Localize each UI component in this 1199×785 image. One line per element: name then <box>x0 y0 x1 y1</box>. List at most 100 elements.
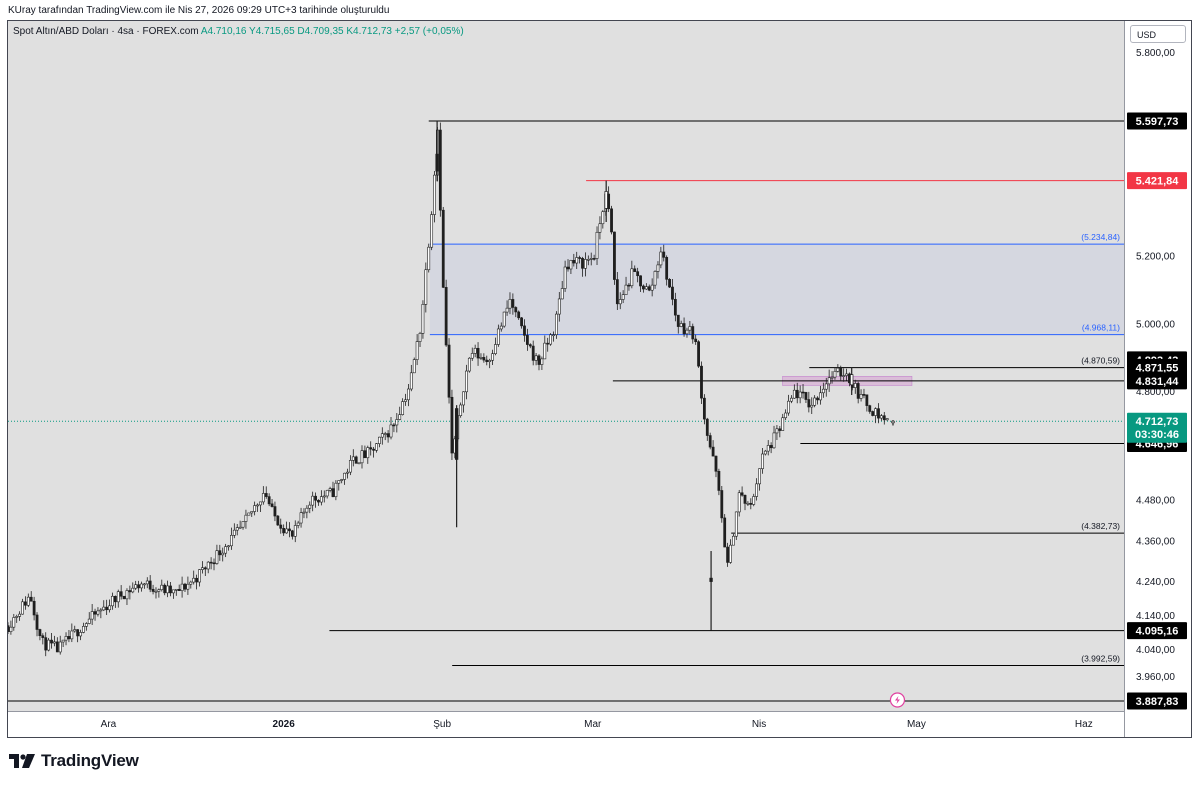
candle-body <box>656 264 660 272</box>
annotated-level-label: (4.870,59) <box>1081 356 1120 366</box>
candle-body <box>392 424 396 427</box>
candle-body <box>502 311 506 327</box>
candle-body <box>671 286 674 300</box>
candle-body <box>653 271 657 286</box>
level-price-tag-text: 4.095,16 <box>1136 626 1179 638</box>
candle-body <box>430 214 434 248</box>
candle-body <box>360 450 364 464</box>
chart-attribution: KUray tarafından TradingView.com ile Nis… <box>8 5 390 16</box>
candle-body <box>227 545 230 548</box>
candle-body <box>795 389 799 399</box>
candle-body <box>215 550 219 564</box>
candle-body <box>340 479 344 481</box>
candle-body <box>64 636 68 641</box>
candle-body <box>137 584 140 589</box>
candle-body <box>650 284 654 291</box>
candle-body <box>201 567 204 570</box>
candle-body <box>618 299 622 305</box>
candle-body <box>183 583 187 590</box>
candle-body <box>711 446 715 457</box>
candle-body <box>244 514 248 522</box>
candle-body <box>473 347 477 354</box>
candle-body <box>366 447 370 459</box>
candle-body <box>32 600 36 616</box>
candle-body <box>108 605 111 611</box>
candle-body <box>230 534 233 547</box>
candle-body <box>563 266 567 289</box>
candle-body <box>375 443 378 451</box>
candle-body <box>322 495 326 498</box>
candle-body <box>482 357 486 361</box>
candle-body <box>58 641 62 653</box>
symbol-title: Spot Altın/ABD Doları · 4sa · FOREX.com <box>13 26 199 37</box>
candle-body <box>305 507 309 513</box>
level-price-tag-text: 3.887,83 <box>1136 696 1179 708</box>
candle-body <box>212 562 216 565</box>
candle-body <box>38 629 42 636</box>
level-price-tag-bg <box>1127 112 1187 130</box>
last-price-tag-countdown: 03:30:46 <box>1135 429 1179 441</box>
candle-body <box>308 504 312 509</box>
candle-body <box>15 616 19 618</box>
currency-button[interactable]: USD <box>1130 25 1186 43</box>
candle-body <box>35 614 39 630</box>
candle-body <box>688 326 692 331</box>
candle-body <box>418 333 422 342</box>
candle-body <box>665 257 669 280</box>
time-axis-area <box>8 711 1124 737</box>
tradingview-logo[interactable]: TradingView <box>9 751 139 771</box>
candle-body <box>314 495 317 501</box>
candle-body <box>827 377 831 385</box>
level-price-tag-text: 5.597,73 <box>1136 116 1179 128</box>
candle-body <box>505 307 509 313</box>
y-tick-label: 4.480,00 <box>1136 496 1175 507</box>
candle-body <box>572 259 576 264</box>
level-price-tag: 4.871,55 <box>1127 358 1187 376</box>
candle-body <box>624 284 628 296</box>
candle-body <box>842 375 846 377</box>
candle-body <box>726 546 729 563</box>
candle-body <box>9 626 13 632</box>
candle-body <box>491 353 494 361</box>
candle-body <box>528 344 532 347</box>
y-tick-label: 5.800,00 <box>1136 48 1175 59</box>
candle-body <box>496 328 500 345</box>
candle-body <box>276 515 280 526</box>
candle-body <box>531 345 535 361</box>
candle-body <box>543 342 547 360</box>
candle-body <box>8 625 10 632</box>
candle-body <box>238 526 242 529</box>
price-chart[interactable]: (5.234,84) (4.968,11) (4.870,59) (4.382,73)… <box>8 21 1191 737</box>
candle-body <box>288 528 291 532</box>
candle-body <box>218 550 222 556</box>
candle-body <box>613 231 616 280</box>
candle-body <box>682 323 686 335</box>
candle-body <box>467 357 471 372</box>
candle-body <box>401 401 405 415</box>
candle-body <box>441 209 445 288</box>
level-price-tag-text: 4.871,55 <box>1136 362 1179 374</box>
candle-body <box>96 610 100 615</box>
candle-body <box>131 587 135 593</box>
y-tick-label: 3.960,00 <box>1136 672 1175 683</box>
candle-body <box>250 511 254 514</box>
level-price-tag-bg <box>1127 358 1187 376</box>
range-box <box>429 244 1124 335</box>
candle-body <box>679 323 683 327</box>
extreme-candle-body <box>454 408 459 460</box>
candle-body <box>122 595 126 600</box>
candle-body <box>705 418 709 436</box>
candle-body <box>557 298 561 315</box>
candle-body <box>357 462 361 465</box>
candle-body <box>186 583 190 590</box>
candle-body <box>427 246 431 271</box>
candle-body <box>517 311 521 319</box>
candle-body <box>694 338 698 343</box>
candle-body <box>743 494 747 504</box>
candle-body <box>389 424 393 438</box>
candle-body <box>592 258 596 260</box>
x-tick-label: Nis <box>752 719 766 730</box>
candle-body <box>755 483 759 497</box>
extreme-candle-body <box>850 374 854 386</box>
candle-body <box>119 591 123 597</box>
